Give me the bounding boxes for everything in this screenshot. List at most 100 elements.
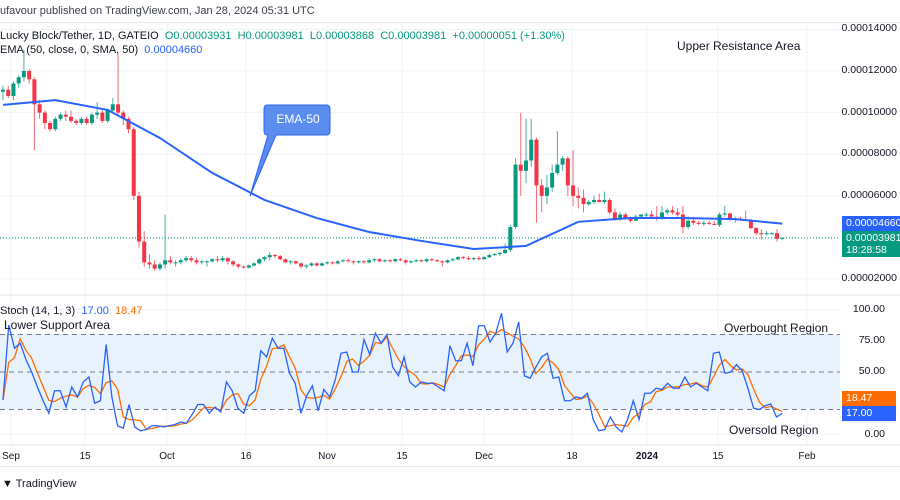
- candle: [283, 258, 288, 264]
- candle-body: [445, 260, 450, 263]
- candle-body: [168, 260, 173, 263]
- candle-body: [335, 261, 340, 264]
- candle-body: [393, 259, 398, 262]
- candle-body: [759, 233, 764, 235]
- candle-body: [712, 223, 717, 225]
- candle-body: [503, 249, 508, 253]
- candle-body: [539, 185, 544, 196]
- symbol-legend[interactable]: Lucky Block/Tether, 1D, GATEIO O0.000039…: [0, 30, 565, 42]
- candle-body: [450, 259, 455, 261]
- tradingview-logo-icon: ▼: [2, 478, 13, 490]
- candle-body: [314, 263, 319, 266]
- candle-body: [262, 257, 267, 260]
- ema-legend[interactable]: EMA (50, close, 0, SMA, 50) 0.00004660: [0, 44, 202, 56]
- candle: [712, 220, 717, 225]
- candle: [544, 175, 549, 205]
- stoch-tick-label: 0.00: [864, 427, 885, 440]
- candle-body: [163, 260, 168, 265]
- candle: [74, 118, 79, 126]
- tradingview-logo[interactable]: ▼ TradingView: [2, 478, 76, 490]
- candle: [68, 110, 73, 123]
- lower-support-label: Lower Support Area: [4, 318, 111, 332]
- candle: [707, 220, 712, 225]
- candle-body: [591, 199, 596, 203]
- candle-body: [476, 258, 481, 260]
- candle: [147, 254, 152, 269]
- candle: [136, 191, 141, 248]
- candle: [513, 158, 518, 230]
- time-tick-label: 15: [712, 451, 724, 462]
- stoch-d-tag: 18.47: [842, 391, 896, 406]
- candle: [701, 220, 706, 226]
- candle: [142, 231, 147, 267]
- candle: [722, 206, 727, 217]
- candle-body: [21, 71, 26, 78]
- time-tick-label: 18: [566, 451, 578, 462]
- candle-body: [105, 110, 110, 121]
- candle-body: [42, 112, 47, 123]
- candle: [780, 237, 785, 241]
- candle: [126, 116, 131, 134]
- candle-body: [382, 260, 387, 262]
- candle: [403, 259, 408, 265]
- candle-body: [6, 89, 11, 96]
- candle-body: [586, 202, 591, 205]
- candle: [388, 259, 393, 263]
- candle: [131, 127, 136, 200]
- candle: [445, 259, 450, 264]
- candle-body: [440, 261, 445, 263]
- candle: [79, 116, 84, 126]
- ema-callout: [249, 104, 331, 197]
- candle: [471, 257, 476, 261]
- price-change: +0.00000051 (+1.30%): [452, 30, 565, 42]
- candle: [602, 191, 607, 205]
- candle: [189, 256, 194, 263]
- price-tick-label: 0.00006000: [841, 188, 897, 201]
- candle: [361, 260, 366, 264]
- candle-body: [272, 255, 277, 257]
- candle: [1, 85, 5, 101]
- candle-body: [320, 263, 325, 266]
- candle-body: [231, 261, 236, 265]
- candle-body: [497, 253, 502, 255]
- candle-body: [136, 195, 141, 242]
- candle-body: [356, 261, 361, 263]
- candle-body: [466, 258, 471, 260]
- candle: [89, 112, 94, 126]
- candle: [220, 256, 225, 263]
- candle: [63, 110, 68, 121]
- candle-body: [241, 266, 246, 268]
- candle-body: [414, 260, 419, 262]
- price-tick-label: 0.00008000: [841, 147, 897, 160]
- candle-body: [215, 259, 220, 261]
- candle: [299, 262, 304, 269]
- candle-body: [16, 77, 21, 84]
- candle: [675, 208, 680, 217]
- candle-body: [571, 185, 576, 196]
- last-price-value: 0.00003981: [846, 232, 900, 244]
- candle-body: [173, 262, 178, 264]
- stoch-tick-label: 100.00: [852, 302, 885, 315]
- candle: [492, 253, 497, 257]
- candle: [246, 264, 251, 269]
- candle: [424, 258, 429, 263]
- candle: [37, 100, 42, 119]
- candle: [487, 254, 492, 259]
- candle: [440, 260, 445, 267]
- candle-body: [748, 220, 753, 229]
- grid: [0, 23, 840, 445]
- candle: [53, 116, 58, 132]
- candle: [241, 265, 246, 269]
- candle-body: [252, 263, 257, 266]
- candle-body: [110, 104, 115, 111]
- ema-value: 0.00004660: [144, 44, 203, 56]
- candle: [351, 260, 356, 265]
- stoch-legend[interactable]: Stoch (14, 1, 3) 17.00 18.47: [0, 305, 143, 317]
- last-price-tag: 0.00003981 18:28:58: [842, 231, 900, 257]
- stoch-d-value: 18.47: [115, 305, 143, 317]
- candle-body: [424, 259, 429, 262]
- candle: [225, 257, 230, 265]
- candle-body: [1, 89, 5, 92]
- ohlc-low: L0.00003868: [309, 30, 375, 42]
